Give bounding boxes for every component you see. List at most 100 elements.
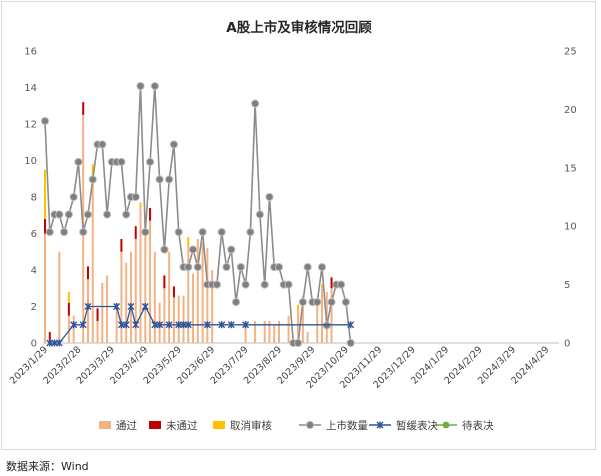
legend-swatch (213, 421, 225, 429)
bar-通过 (196, 238, 199, 343)
point-上市数量 (217, 227, 226, 237)
bar-通过 (244, 321, 247, 343)
point-上市数量 (198, 227, 207, 237)
bar-通过 (172, 297, 175, 343)
bar-通过 (86, 279, 89, 343)
chart-frame: A股上市及审核情况回顾 0 2 4 6 8 10 12 14 16 0 5 10 15 20 25 202… (1, 1, 596, 450)
point-上市数量 (274, 262, 284, 272)
legend-label: 通过 (116, 419, 137, 432)
point-上市数量 (102, 210, 112, 219)
point-暂缓表决 (79, 321, 87, 329)
bar-通过 (330, 288, 333, 343)
bar-通过 (278, 321, 281, 343)
point-上市数量 (236, 262, 245, 272)
point-上市数量 (79, 227, 88, 237)
legend-label: 暂缓表决 (396, 419, 438, 432)
right-tick-label: 15 (564, 163, 577, 174)
bar-未通过 (172, 286, 175, 298)
bar-未通过 (86, 266, 89, 280)
point-上市数量 (40, 116, 50, 126)
legend: 通过 未通过 取消审核 上市数量 暂缓表决 待表决 (99, 419, 494, 432)
point-暂缓表决 (132, 321, 140, 329)
lines-layer (40, 81, 355, 348)
point-暂缓表决 (203, 321, 211, 329)
bar-通过 (297, 310, 300, 343)
legend-marker (305, 420, 315, 430)
point-上市数量 (88, 175, 97, 184)
bar-未通过 (149, 207, 152, 221)
line-暂缓表决 (49, 303, 351, 344)
legend-label: 取消审核 (230, 419, 272, 432)
bar-通过 (58, 251, 61, 343)
legend-marker (442, 421, 450, 429)
legend-swatch (149, 421, 161, 429)
point-暂缓表决 (113, 303, 121, 310)
right-tick-label: 10 (564, 222, 577, 233)
bar-通过 (120, 251, 123, 343)
point-上市数量 (155, 175, 164, 184)
bar-通过 (211, 270, 214, 343)
right-tick-label: 25 (564, 47, 577, 58)
point-上市数量 (193, 262, 202, 272)
point-上市数量 (298, 298, 307, 307)
legend-label: 未通过 (166, 419, 198, 432)
legend-item: 上市数量 (299, 419, 368, 432)
bar-取消审核 (67, 291, 70, 303)
legend-item: 通过 (99, 419, 137, 432)
point-上市数量 (98, 140, 107, 149)
bar-通过 (134, 238, 137, 343)
point-上市数量 (336, 280, 346, 289)
point-上市数量 (141, 227, 150, 237)
right-tick-label: 5 (564, 280, 570, 291)
bar-通过 (268, 321, 271, 343)
bar-通过 (263, 321, 266, 343)
bar-通过 (320, 288, 323, 343)
bar-通过 (177, 295, 180, 343)
bar-未通过 (120, 238, 123, 252)
bar-通过 (153, 251, 156, 343)
point-上市数量 (251, 99, 260, 108)
point-上市数量 (117, 157, 126, 167)
legend-label: 上市数量 (326, 419, 368, 432)
point-上市数量 (74, 157, 83, 167)
point-上市数量 (346, 338, 355, 348)
bar-通过 (168, 251, 171, 343)
legend-item: 待表决 (435, 419, 494, 432)
point-上市数量 (145, 157, 155, 167)
point-暂缓表决 (70, 321, 78, 329)
bar-通过 (182, 295, 185, 343)
bar-通过 (96, 321, 99, 343)
bar-未通过 (330, 277, 333, 289)
bar-未通过 (44, 218, 46, 234)
left-tick-label: 6 (31, 229, 37, 240)
point-暂缓表决 (156, 321, 164, 329)
point-上市数量 (322, 321, 331, 330)
bar-通过 (91, 187, 94, 343)
bar-通过 (206, 248, 209, 343)
legend-item: 暂缓表决 (369, 419, 438, 432)
point-上市数量 (174, 227, 183, 237)
point-上市数量 (313, 298, 322, 307)
point-上市数量 (160, 245, 169, 254)
bar-未通过 (96, 308, 99, 322)
left-tick-label: 4 (31, 266, 37, 277)
point-上市数量 (83, 210, 93, 219)
point-上市数量 (317, 262, 327, 272)
bar-未通过 (67, 302, 70, 316)
bar-通过 (273, 324, 276, 343)
left-tick-label: 8 (31, 193, 37, 204)
point-上市数量 (131, 192, 140, 202)
point-上市数量 (64, 210, 73, 219)
bar-取消审核 (44, 169, 46, 219)
point-上市数量 (260, 280, 269, 289)
point-暂缓表决 (127, 303, 135, 310)
point-上市数量 (241, 280, 250, 289)
point-上市数量 (69, 192, 78, 202)
point-上市数量 (188, 245, 198, 254)
bar-未通过 (48, 332, 51, 343)
chart-title: A股上市及审核情况回顾 (226, 19, 372, 36)
bar-通过 (144, 218, 147, 343)
point-上市数量 (212, 280, 222, 289)
point-上市数量 (303, 262, 312, 272)
bar-未通过 (134, 226, 137, 239)
